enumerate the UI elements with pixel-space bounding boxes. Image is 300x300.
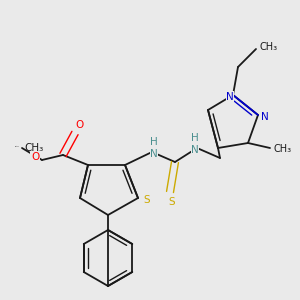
Text: methyl: methyl	[15, 146, 20, 147]
Text: N: N	[226, 92, 234, 102]
Text: H: H	[150, 137, 158, 147]
Text: CH₃: CH₃	[24, 143, 43, 153]
Text: N: N	[261, 112, 269, 122]
Text: S: S	[169, 197, 175, 207]
Text: S: S	[144, 195, 150, 205]
Text: O: O	[31, 152, 39, 162]
Text: CH₃: CH₃	[259, 42, 277, 52]
Text: CH₃: CH₃	[273, 144, 291, 154]
Text: H: H	[191, 133, 199, 143]
Text: O: O	[75, 120, 83, 130]
Text: N: N	[191, 145, 199, 155]
Text: N: N	[150, 149, 158, 159]
